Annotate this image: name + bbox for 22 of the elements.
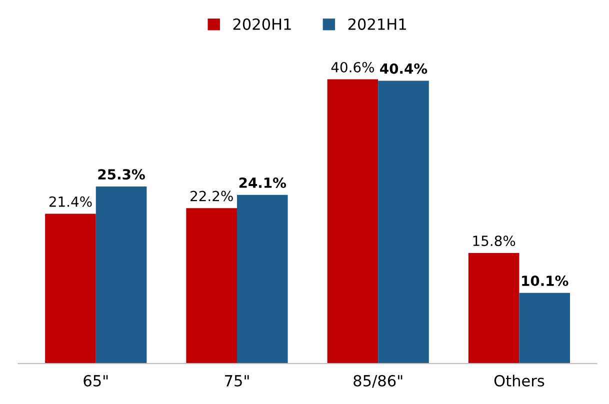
bar bbox=[378, 80, 429, 364]
x-tick-label: 75" bbox=[225, 375, 249, 387]
data-label: 15.8% bbox=[473, 236, 516, 246]
bar bbox=[186, 208, 237, 364]
data-label: 40.4% bbox=[380, 63, 428, 74]
data-label: 10.1% bbox=[522, 276, 568, 286]
data-label: 21.4% bbox=[49, 196, 92, 207]
bar bbox=[327, 79, 378, 364]
legend-label: 2021H1 bbox=[348, 18, 406, 30]
x-tick-label: Others bbox=[494, 374, 544, 387]
x-tick-label: 85/86" bbox=[354, 374, 402, 388]
bar bbox=[468, 252, 520, 364]
bar bbox=[96, 186, 147, 364]
bar bbox=[236, 194, 288, 364]
data-label: 22.2% bbox=[190, 190, 233, 202]
data-label: 24.1% bbox=[239, 177, 286, 188]
legend-label: 2020H1 bbox=[233, 18, 291, 30]
x-tick-label: 65" bbox=[84, 374, 108, 387]
data-label: 40.6% bbox=[331, 62, 374, 72]
bar bbox=[45, 214, 96, 364]
data-label: 25.3% bbox=[98, 169, 145, 180]
bar bbox=[519, 292, 570, 364]
